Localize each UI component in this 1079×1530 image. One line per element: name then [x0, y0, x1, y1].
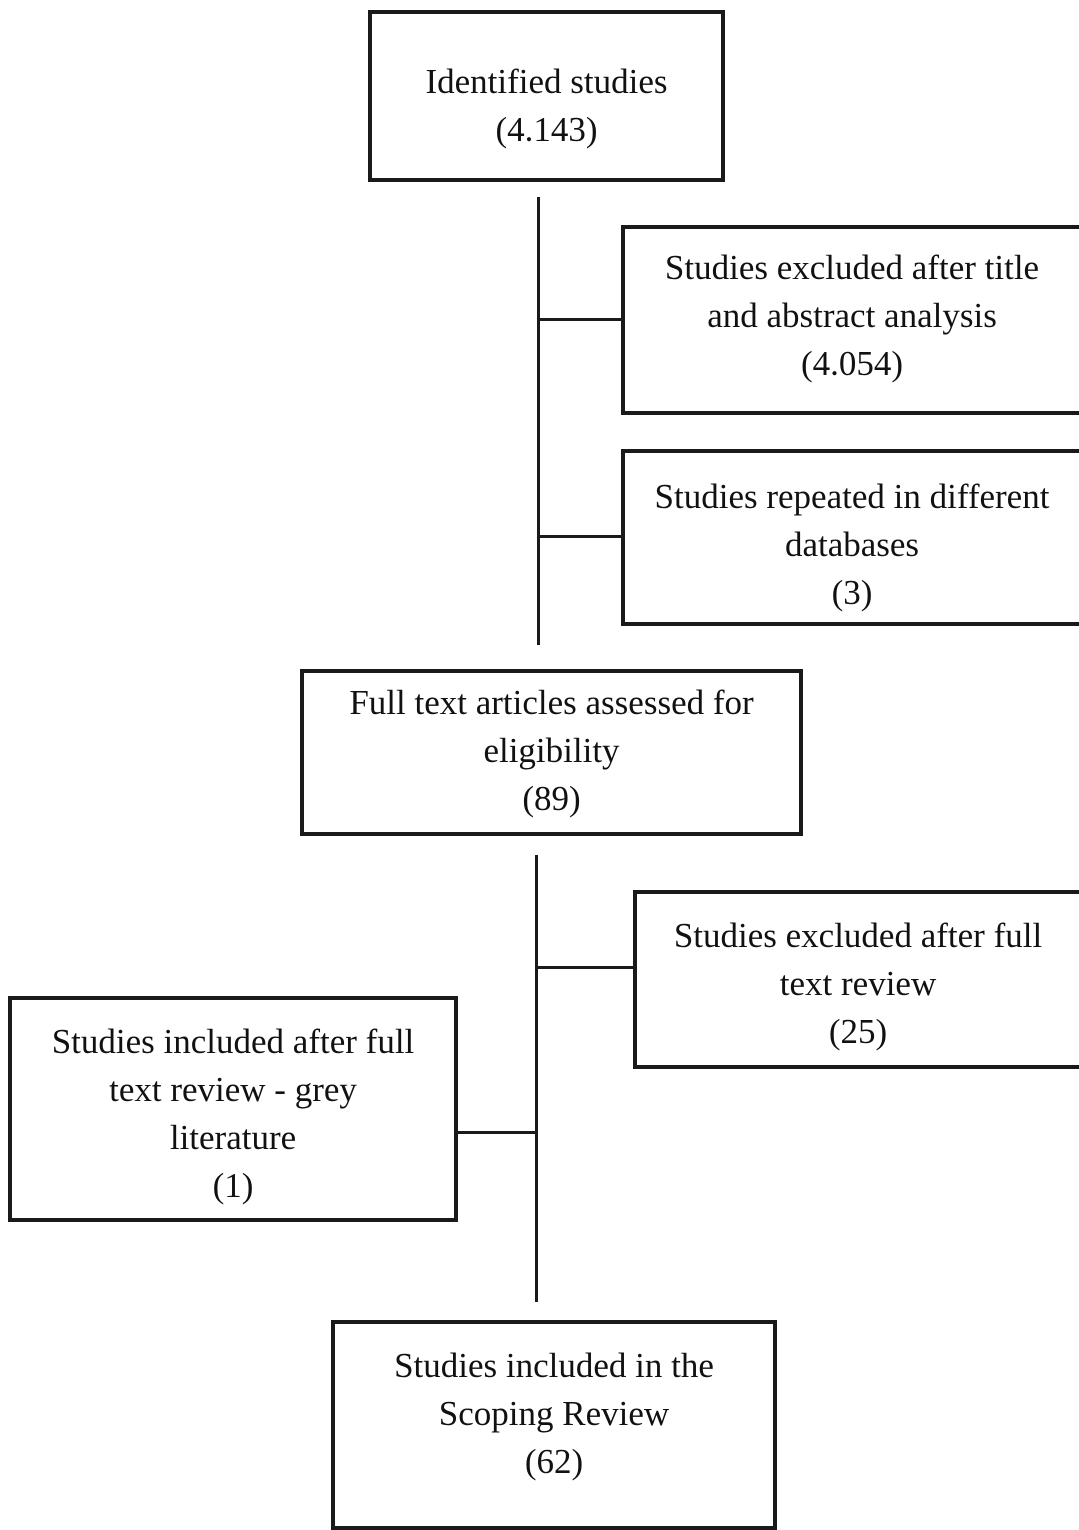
identified-studies-box: Identified studies (4.143) — [368, 10, 725, 182]
grey-literature-label-2: text review - grey — [109, 1070, 357, 1109]
excluded-full-text-box: Studies excluded after full text review … — [633, 890, 1079, 1069]
repeated-studies-box: Studies repeated in different databases … — [621, 449, 1079, 626]
grey-literature-label-1: Studies included after full — [51, 1022, 415, 1061]
connector-main-lower — [535, 855, 538, 1302]
excluded-title-abstract-box: Studies excluded after title and abstrac… — [621, 225, 1079, 415]
excluded-title-abstract-label-1: Studies excluded after title — [664, 248, 1040, 287]
identified-studies-label: Identified studies — [425, 62, 668, 101]
included-studies-label-1: Studies included in the — [394, 1346, 714, 1385]
repeated-studies-count: (3) — [831, 573, 873, 612]
included-studies-label-2: Scoping Review — [438, 1394, 670, 1433]
connector-to-grey-literature — [456, 1131, 536, 1134]
grey-literature-label-3: literature — [169, 1118, 297, 1157]
included-studies-count: (62) — [524, 1442, 584, 1481]
identified-studies-count: (4.143) — [495, 110, 598, 149]
excluded-title-abstract-count: (4.054) — [800, 344, 904, 383]
full-text-assessed-box: Full text articles assessed for eligibil… — [300, 669, 803, 836]
grey-literature-count: (1) — [212, 1166, 254, 1205]
full-text-assessed-label-2: eligibility — [483, 731, 620, 770]
connector-main-upper — [537, 197, 540, 645]
included-studies-box: Studies included in the Scoping Review (… — [331, 1320, 777, 1530]
excluded-title-abstract-label-2: and abstract analysis — [707, 296, 997, 335]
grey-literature-box: Studies included after full text review … — [8, 996, 458, 1222]
full-text-assessed-count: (89) — [522, 779, 581, 818]
connector-to-excluded-title — [537, 318, 623, 321]
excluded-full-text-label-2: text review — [779, 964, 937, 1003]
full-text-assessed-label-1: Full text articles assessed for — [349, 683, 754, 722]
repeated-studies-label-2: databases — [784, 525, 920, 564]
connector-to-excluded-fulltext — [535, 966, 635, 969]
excluded-full-text-label-1: Studies excluded after full — [673, 916, 1043, 955]
connector-to-repeated — [537, 535, 623, 538]
excluded-full-text-count: (25) — [828, 1012, 888, 1051]
repeated-studies-label-1: Studies repeated in different — [654, 477, 1050, 516]
